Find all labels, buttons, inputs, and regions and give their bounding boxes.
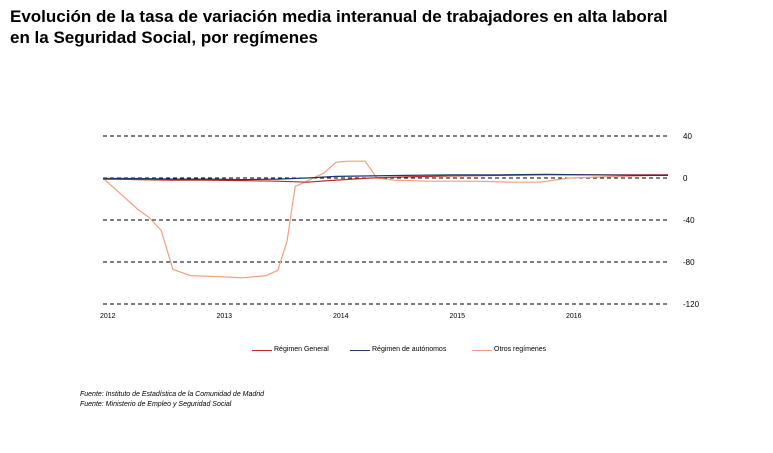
chart-title-line-2: en la Seguridad Social, por regímenes [10, 28, 318, 47]
y-tick-label: 0 [683, 174, 688, 183]
x-tick-label: 2012 [100, 313, 116, 320]
source-note-1: Fuente: Instituto de Estadística de la C… [80, 391, 265, 398]
x-tick-label: 2016 [566, 313, 582, 320]
chart-title: Evolución de la tasa de variación media … [10, 6, 760, 48]
chart-title-line-1: Evolución de la tasa de variación media … [10, 7, 668, 26]
y-axis-tick-labels: 40 0 -40 -80 -120 [683, 132, 700, 309]
legend-swatch-regimen-general [252, 350, 272, 351]
series-lines [102, 160, 669, 279]
source-note-2: Fuente: Ministerio de Empleo y Seguridad… [80, 401, 232, 408]
legend-swatch-otros-regimenes [472, 350, 492, 351]
legend-item-regimen-autonomos: Régimen de autónomos [350, 345, 470, 357]
x-tick-label: 2015 [449, 313, 465, 320]
x-tick-label: 2013 [216, 313, 232, 320]
legend-item-regimen-general: Régimen General [252, 345, 362, 357]
grid-lines [103, 135, 668, 305]
y-tick-label: 40 [683, 132, 692, 141]
legend-swatch-regimen-autonomos [350, 350, 370, 351]
y-tick-label: -80 [683, 258, 695, 267]
legend-label-regimen-general: Régimen General [274, 346, 329, 353]
y-tick-label: -120 [683, 300, 700, 309]
legend-label-otros-regimenes: Otros regímenes [494, 346, 547, 353]
legend-label-regimen-autonomos: Régimen de autónomos [372, 346, 447, 353]
series-line-1 [103, 173, 668, 181]
legend-item-otros-regimenes: Otros regímenes [472, 345, 582, 357]
x-tick-label: 2014 [333, 313, 349, 320]
y-tick-label: -40 [683, 216, 695, 225]
x-axis-tick-labels: 2012 2013 2014 2015 2016 [100, 313, 582, 320]
